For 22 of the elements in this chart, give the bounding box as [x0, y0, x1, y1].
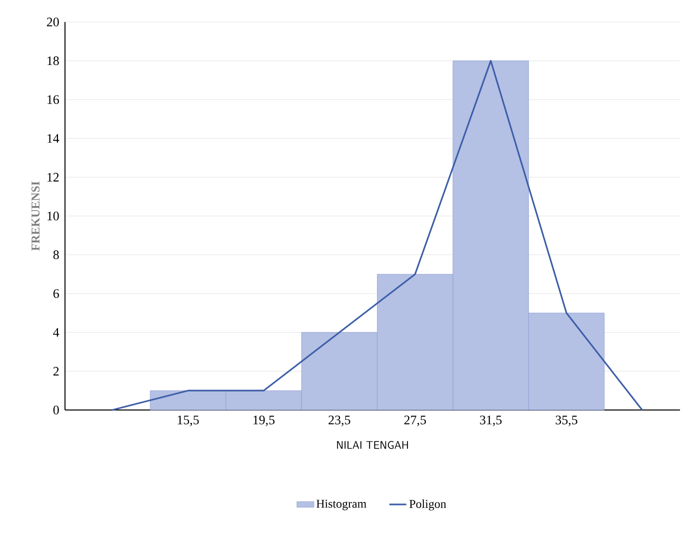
y-tick-label: 2 — [53, 366, 59, 376]
x-tick-label: 15,5 — [178, 416, 199, 426]
y-tick-label: 8 — [53, 250, 59, 260]
line-series — [112, 60, 643, 411]
x-tick-label: 23,5 — [328, 416, 350, 426]
y-tick-label: 18 — [48, 56, 59, 66]
y-tick-label: 4 — [53, 328, 60, 337]
x-axis-title: NILAI TENGAH — [337, 441, 408, 449]
y-tick-label: 0 — [53, 406, 59, 414]
legend-label: Poligon — [409, 500, 446, 510]
x-tick-label: 35,5 — [556, 416, 578, 426]
y-tick-label: 12 — [48, 172, 59, 182]
y-tick-label: 14 — [48, 134, 60, 143]
legend-label: Histogram — [316, 500, 366, 510]
x-tick-label: 31,5 — [480, 416, 502, 426]
x-tick-label: 27,5 — [404, 416, 426, 426]
y-tick-label: 16 — [48, 95, 59, 104]
y-tick-label: 10 — [48, 212, 59, 220]
x-tick-label: 19,5 — [254, 416, 275, 426]
y-axis-title: FREKUENSI — [32, 182, 40, 251]
y-tick-label: 6 — [53, 289, 59, 298]
y-tick-label: 20 — [46, 18, 59, 26]
